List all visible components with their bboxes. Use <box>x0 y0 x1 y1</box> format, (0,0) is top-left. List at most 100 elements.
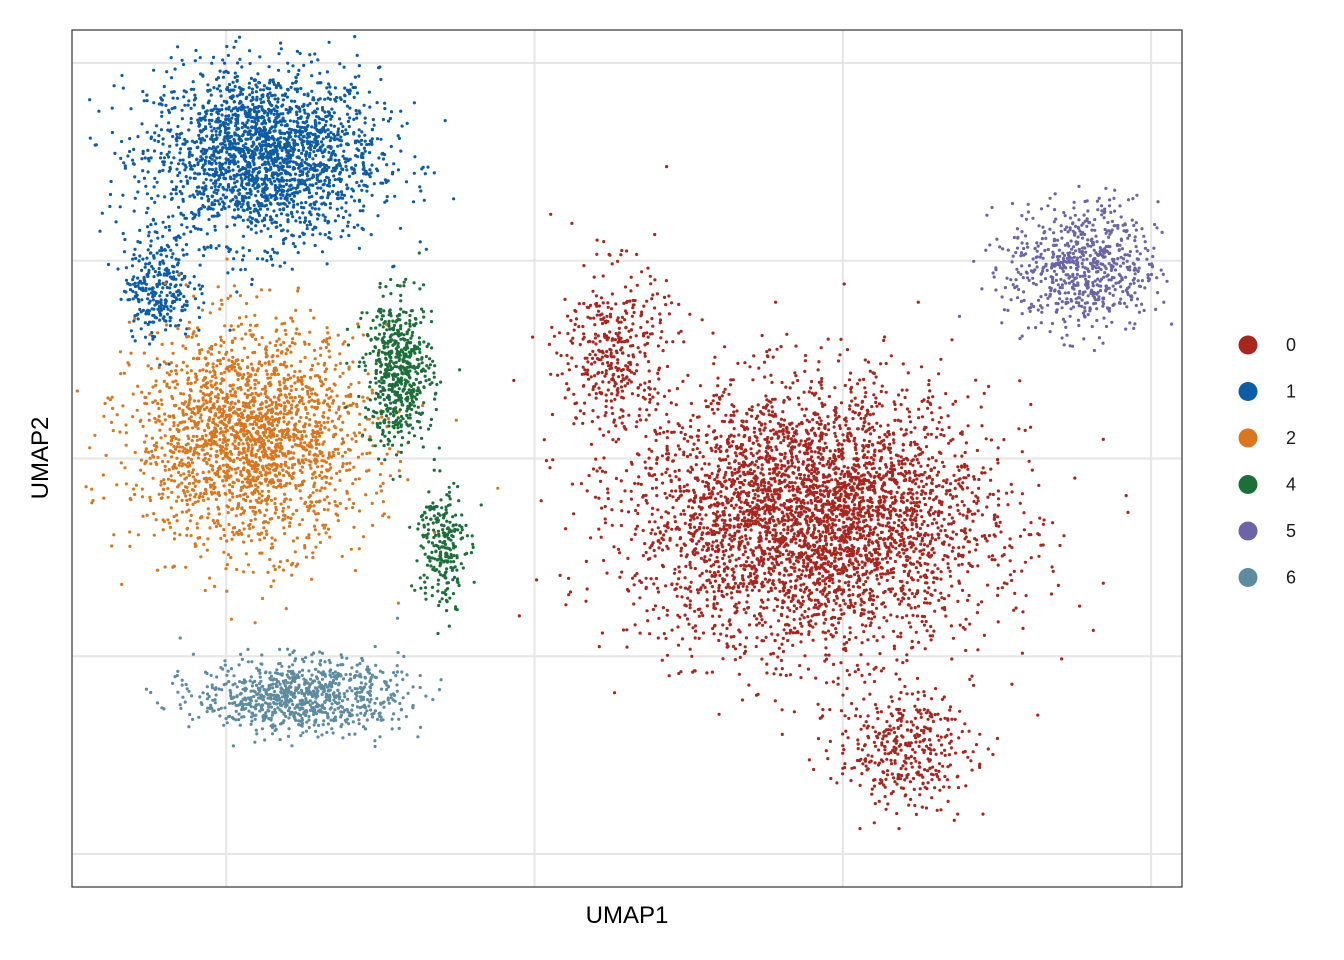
point <box>210 162 214 166</box>
point <box>208 526 212 530</box>
point <box>206 477 210 481</box>
point <box>191 481 196 485</box>
point <box>266 227 270 231</box>
point <box>212 429 216 433</box>
point <box>231 387 235 391</box>
point <box>199 227 203 232</box>
point <box>400 124 404 128</box>
point <box>330 419 334 423</box>
point <box>263 498 268 502</box>
point <box>277 52 281 56</box>
point <box>207 426 211 430</box>
point <box>121 404 125 408</box>
point <box>336 144 340 148</box>
point <box>218 388 223 392</box>
point <box>260 163 264 167</box>
point <box>371 118 375 122</box>
point <box>353 75 357 79</box>
point <box>302 134 306 138</box>
point <box>399 149 403 153</box>
point <box>121 193 125 197</box>
point <box>273 468 277 473</box>
point <box>418 240 422 244</box>
point <box>189 534 193 538</box>
point <box>221 146 225 150</box>
point <box>243 409 247 413</box>
point <box>182 392 186 396</box>
point <box>238 418 242 422</box>
point <box>281 517 285 522</box>
point <box>302 92 306 97</box>
point <box>171 380 175 384</box>
point <box>385 328 389 332</box>
point <box>313 121 317 125</box>
point <box>178 318 183 322</box>
point <box>356 322 360 326</box>
point <box>227 114 231 118</box>
point <box>203 428 207 433</box>
point <box>287 420 291 424</box>
point <box>223 206 227 210</box>
point <box>266 142 270 146</box>
point <box>295 155 299 159</box>
point <box>345 489 349 493</box>
point <box>312 174 316 179</box>
point <box>157 266 161 271</box>
point <box>294 308 298 312</box>
point <box>197 306 201 310</box>
point <box>218 167 222 171</box>
point <box>273 97 277 101</box>
point <box>211 140 215 144</box>
point <box>278 165 282 169</box>
point <box>258 532 262 537</box>
point <box>161 234 165 239</box>
point <box>188 519 192 523</box>
point <box>407 431 411 435</box>
point <box>162 93 166 97</box>
point <box>164 328 168 332</box>
point <box>180 308 184 313</box>
point <box>219 427 223 431</box>
point <box>321 108 325 112</box>
point <box>157 365 161 370</box>
point <box>358 209 362 213</box>
point <box>264 196 269 201</box>
point <box>350 437 354 441</box>
point <box>345 183 349 187</box>
point <box>293 244 297 249</box>
point <box>339 97 343 102</box>
point <box>310 445 314 449</box>
point <box>318 499 322 503</box>
point <box>320 250 325 254</box>
point <box>348 92 352 96</box>
point <box>231 80 235 84</box>
point <box>252 403 256 407</box>
point <box>241 456 245 460</box>
point <box>214 473 218 477</box>
point <box>285 192 289 197</box>
point <box>221 58 225 62</box>
point <box>298 189 302 194</box>
point <box>246 365 250 369</box>
point <box>224 447 228 451</box>
point <box>161 220 165 224</box>
point <box>202 301 206 305</box>
point <box>215 107 219 111</box>
point <box>340 167 344 171</box>
point <box>145 192 149 196</box>
point <box>292 128 296 132</box>
point <box>178 461 182 465</box>
point <box>287 127 291 131</box>
point <box>292 438 296 442</box>
point <box>141 424 145 428</box>
point <box>310 392 314 396</box>
point <box>185 526 189 531</box>
point <box>280 322 284 326</box>
point <box>310 183 314 187</box>
point <box>257 407 261 411</box>
point <box>195 443 199 448</box>
point <box>285 198 289 202</box>
point <box>327 144 331 148</box>
point <box>271 142 275 146</box>
point <box>315 393 319 397</box>
